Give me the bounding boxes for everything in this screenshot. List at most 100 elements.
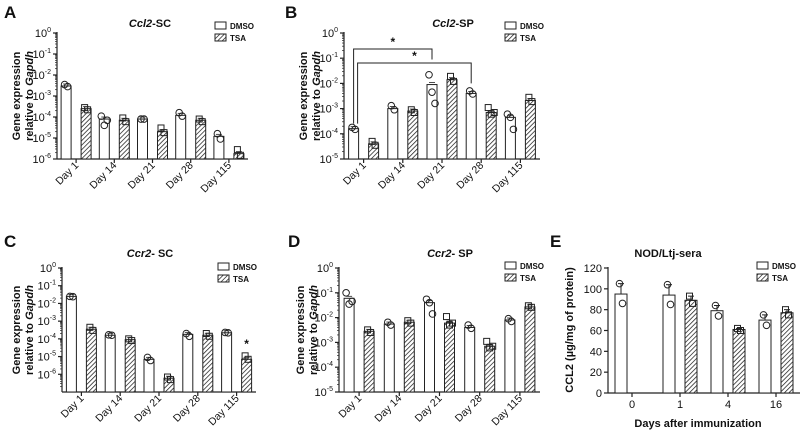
data-point-tsa bbox=[367, 329, 375, 337]
y-axis-label: Gene expression bbox=[295, 285, 307, 374]
x-tick-label: Day 28 bbox=[164, 160, 196, 192]
data-point-tsa bbox=[371, 141, 379, 149]
legend: DMSO TSA bbox=[756, 261, 796, 283]
data-point-dmso bbox=[507, 317, 516, 326]
bar-dmso bbox=[662, 294, 676, 394]
bar-tsa bbox=[363, 330, 375, 393]
y-tick-label: 10-6 bbox=[33, 153, 52, 166]
x-tick-label: Day 28 bbox=[453, 393, 485, 425]
legend: DMSO TSA bbox=[504, 21, 544, 43]
y-axis-label-line2: relative to Gapdh bbox=[24, 285, 36, 375]
bar-dmso bbox=[465, 92, 477, 160]
data-point-dmso bbox=[216, 135, 225, 143]
panel-d: D Ccr2- SP Gene expression relative to Gapd… bbox=[288, 232, 544, 428]
panel-label: B bbox=[285, 3, 297, 22]
y-axis-label: Gene expression bbox=[298, 51, 310, 140]
data-point-tsa bbox=[483, 337, 491, 345]
bar-dmso bbox=[710, 310, 724, 394]
data-point-dmso bbox=[387, 321, 395, 329]
legend: DMSO TSA bbox=[504, 261, 544, 283]
y-tick-label: 10-2 bbox=[38, 297, 57, 310]
bar-dmso bbox=[383, 323, 395, 393]
y-tick-label: 10-1 bbox=[315, 287, 334, 300]
data-point-dmso bbox=[425, 298, 434, 307]
x-tick-label: Day 14 bbox=[93, 393, 125, 425]
x-tick-label: Day 21 bbox=[132, 393, 164, 425]
y-tick-label: 40 bbox=[590, 346, 602, 358]
data-point-dmso bbox=[431, 99, 439, 108]
bar-tsa bbox=[524, 99, 536, 160]
significance-bracket bbox=[357, 62, 472, 124]
bar-tsa bbox=[524, 306, 536, 393]
legend-label-dmso: DMSO bbox=[233, 263, 257, 272]
data-point-dmso bbox=[509, 125, 518, 134]
data-point-dmso bbox=[221, 328, 229, 337]
bar-tsa bbox=[780, 312, 794, 394]
panel-label: A bbox=[4, 3, 16, 22]
bar-dmso bbox=[758, 319, 772, 394]
x-tick-label: Day 28 bbox=[454, 160, 486, 192]
data-point-tsa bbox=[528, 98, 536, 106]
data-point-dmso bbox=[348, 297, 356, 306]
data-point-dmso bbox=[97, 112, 106, 120]
data-point-dmso bbox=[63, 82, 72, 91]
bar-tsa bbox=[407, 110, 419, 160]
x-tick-label: 4 bbox=[725, 399, 731, 411]
legend-swatch-dmso bbox=[214, 21, 227, 30]
chart-title: Ccr2- SP bbox=[427, 248, 473, 260]
y-axis-label: Gene expression bbox=[11, 285, 23, 374]
y-tick-label: 100 bbox=[40, 262, 56, 275]
data-point-tsa bbox=[89, 326, 97, 334]
data-point-dmso bbox=[390, 105, 399, 114]
data-point-tsa bbox=[785, 311, 792, 319]
bar-tsa bbox=[684, 299, 698, 394]
data-point-tsa bbox=[686, 292, 693, 300]
data-point-tsa bbox=[128, 337, 136, 345]
data-point-dmso bbox=[185, 332, 194, 341]
bar-tsa bbox=[444, 322, 455, 393]
y-tick-label: 10-4 bbox=[320, 128, 339, 141]
bar-dmso bbox=[348, 128, 360, 160]
data-point-dmso bbox=[428, 88, 436, 96]
data-point-dmso bbox=[69, 292, 77, 301]
y-tick-label: 10-5 bbox=[315, 386, 334, 399]
significance-star: * bbox=[412, 49, 417, 63]
x-tick-label: Day 21 bbox=[126, 160, 158, 192]
data-point-tsa bbox=[689, 299, 696, 307]
legend-swatch-dmso bbox=[217, 262, 230, 271]
x-tick-label: Day 115 bbox=[490, 160, 526, 196]
x-tick-label: Day 1 bbox=[341, 160, 369, 188]
legend-swatch-tsa bbox=[217, 274, 230, 283]
x-tick-label: Day 1 bbox=[53, 160, 81, 188]
bar-tsa bbox=[202, 334, 214, 393]
y-tick-label: 100 bbox=[322, 27, 338, 40]
x-tick-label: 16 bbox=[770, 399, 782, 411]
bar-dmso bbox=[424, 302, 435, 393]
y-axis-label: CCL2 (µg/mg of protein) bbox=[564, 267, 576, 393]
data-point-tsa bbox=[484, 104, 492, 112]
y-tick-label: 10-5 bbox=[320, 153, 339, 166]
data-point-dmso bbox=[103, 116, 112, 125]
data-point-tsa bbox=[489, 342, 497, 350]
data-point-tsa bbox=[244, 355, 252, 363]
x-tick-label: Day 21 bbox=[413, 393, 445, 425]
data-point-tsa bbox=[450, 77, 457, 85]
panel-a: A Ccl2-SC Gene expression relative to Gapdh… bbox=[4, 3, 254, 195]
data-point-dmso bbox=[711, 301, 720, 310]
data-point-tsa bbox=[160, 129, 168, 137]
y-tick-label: 10-6 bbox=[38, 368, 57, 381]
data-point-dmso bbox=[140, 115, 148, 123]
y-tick-label: 10-5 bbox=[38, 351, 57, 364]
data-point-dmso bbox=[146, 356, 155, 365]
bar-tsa bbox=[80, 108, 92, 160]
legend-swatch-tsa bbox=[214, 33, 227, 42]
bar-dmso bbox=[182, 333, 194, 393]
x-tick-label: Day 21 bbox=[415, 160, 447, 192]
y-tick-label: 10-5 bbox=[33, 132, 52, 145]
bar-tsa bbox=[484, 345, 496, 393]
data-point-dmso bbox=[66, 292, 74, 301]
panel-e: E NOD/Ltj-sera CCL2 (µg/mg of protein) 0 20 4… bbox=[550, 232, 800, 430]
data-point-dmso bbox=[104, 330, 113, 339]
y-axis-label-line2: relative to Gapdh bbox=[308, 285, 320, 375]
y-tick-label: 100 bbox=[35, 27, 51, 40]
